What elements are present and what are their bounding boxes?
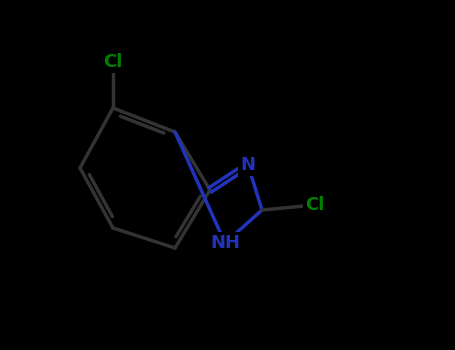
Text: NH: NH xyxy=(210,234,240,252)
Text: Cl: Cl xyxy=(305,196,325,214)
Text: N: N xyxy=(241,156,256,174)
Text: Cl: Cl xyxy=(103,53,123,71)
